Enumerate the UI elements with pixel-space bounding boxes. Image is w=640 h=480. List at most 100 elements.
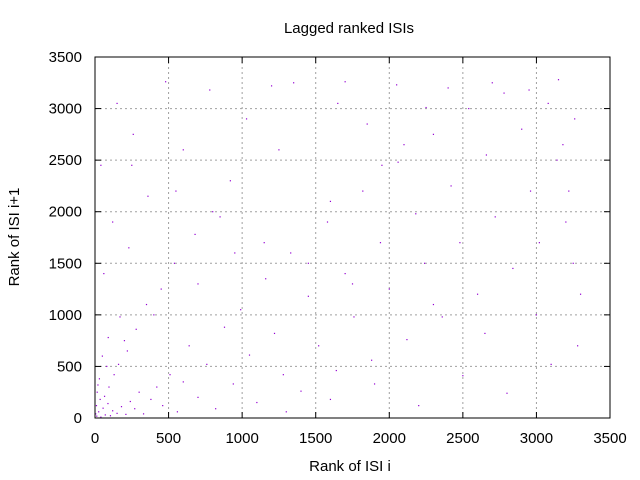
data-point xyxy=(129,400,131,403)
data-point xyxy=(194,233,196,236)
data-point xyxy=(119,316,121,318)
data-point xyxy=(96,391,98,393)
data-point xyxy=(248,354,251,356)
data-point xyxy=(307,262,309,264)
data-point xyxy=(97,384,99,386)
data-point xyxy=(98,411,100,413)
data-point xyxy=(197,283,199,285)
data-point xyxy=(197,396,199,398)
data-point xyxy=(182,149,184,151)
data-point xyxy=(256,401,258,404)
chart-title: Lagged ranked ISIs xyxy=(284,20,414,37)
data-point xyxy=(282,374,284,376)
y-tick-label: 500 xyxy=(57,358,82,375)
data-point xyxy=(176,411,178,413)
data-point xyxy=(212,211,214,213)
data-point xyxy=(153,314,155,316)
data-point xyxy=(379,242,382,244)
data-point xyxy=(160,288,162,290)
data-point xyxy=(102,407,104,409)
data-point xyxy=(209,89,211,91)
x-tick-label: 0 xyxy=(91,430,99,447)
data-point xyxy=(240,309,242,311)
data-point xyxy=(126,350,128,352)
x-tick-label: 2000 xyxy=(373,430,406,447)
data-point xyxy=(503,92,505,94)
grid-lines xyxy=(95,57,610,418)
y-tick-label: 0 xyxy=(74,410,82,427)
data-point xyxy=(106,365,108,368)
data-point xyxy=(403,144,405,146)
data-point xyxy=(188,345,190,347)
data-point xyxy=(351,283,354,285)
data-point xyxy=(441,316,443,318)
data-point xyxy=(397,161,399,163)
data-point xyxy=(562,144,564,146)
y-tick-label: 1500 xyxy=(49,255,82,272)
data-point xyxy=(169,374,171,376)
data-point xyxy=(337,102,339,105)
plot-frame xyxy=(94,56,611,419)
data-point xyxy=(104,414,106,416)
data-point xyxy=(98,378,101,380)
data-point xyxy=(362,190,364,192)
x-tick-label: 2500 xyxy=(446,430,479,447)
data-point xyxy=(142,413,145,415)
data-point xyxy=(162,405,164,407)
data-point xyxy=(335,369,337,372)
data-point xyxy=(285,411,287,413)
data-point xyxy=(329,200,332,202)
data-point xyxy=(223,326,226,328)
data-point xyxy=(557,79,560,81)
x-tick-label: 3000 xyxy=(520,430,553,447)
data-point xyxy=(112,410,114,412)
data-point xyxy=(134,408,136,410)
data-point xyxy=(406,339,408,341)
data-point xyxy=(568,190,570,192)
data-point xyxy=(432,303,435,306)
data-point xyxy=(109,415,112,417)
data-point xyxy=(447,87,449,89)
data-point xyxy=(135,328,137,330)
axis-ticks xyxy=(94,56,611,419)
data-point xyxy=(547,102,549,105)
data-point xyxy=(165,81,167,83)
data-point xyxy=(128,247,130,249)
data-point xyxy=(388,288,390,290)
tick-labels: 0 500 1000 1500 2000 2500 3000 3500 0 500 1000 1500… xyxy=(49,49,627,447)
y-axis-title: Rank of ISI i+1 xyxy=(6,188,23,287)
data-point xyxy=(550,363,552,365)
data-point xyxy=(206,363,208,365)
data-point xyxy=(182,381,184,383)
data-point xyxy=(344,81,346,83)
data-point xyxy=(468,107,470,110)
data-point xyxy=(234,252,236,254)
data-point xyxy=(574,118,576,120)
data-point xyxy=(577,345,579,347)
data-point xyxy=(132,133,134,135)
x-axis-title: Rank of ISI i xyxy=(309,458,391,475)
data-point xyxy=(491,82,493,84)
data-points xyxy=(95,79,582,418)
data-point xyxy=(150,398,152,401)
data-point xyxy=(459,242,461,244)
data-point xyxy=(366,123,368,125)
data-point xyxy=(131,164,133,166)
data-point xyxy=(579,293,582,295)
data-point xyxy=(565,221,567,223)
data-point xyxy=(107,402,109,405)
data-point xyxy=(556,159,558,161)
data-point xyxy=(123,340,126,342)
data-point xyxy=(535,314,538,316)
data-point xyxy=(96,415,98,417)
data-point xyxy=(425,106,427,109)
data-point xyxy=(572,262,574,264)
data-point xyxy=(485,154,487,156)
data-point xyxy=(107,336,109,339)
data-point xyxy=(373,383,376,385)
data-point xyxy=(273,332,276,335)
data-point xyxy=(462,375,464,377)
x-tick-label: 3500 xyxy=(593,430,626,447)
